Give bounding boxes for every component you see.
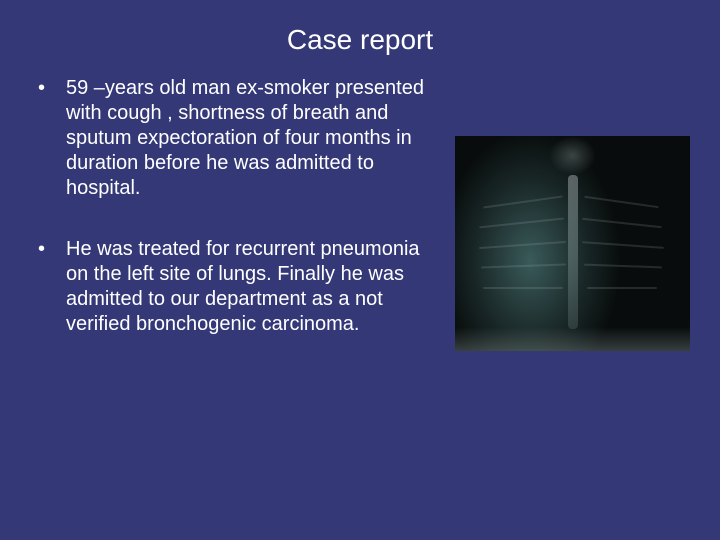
text-column: • 59 –years old man ex-smoker presented … [38,76,435,373]
slide-content: • 59 –years old man ex-smoker presented … [0,76,720,373]
bullet-marker: • [38,237,66,337]
bullet-text: 59 –years old man ex-smoker presented wi… [66,76,435,201]
slide-title: Case report [0,0,720,76]
chest-xray-image [455,136,690,351]
bullet-item: • 59 –years old man ex-smoker presented … [38,76,435,201]
image-column [455,76,690,373]
bullet-item: • He was treated for recurrent pneumonia… [38,237,435,337]
bullet-text: He was treated for recurrent pneumonia o… [66,237,435,337]
bullet-marker: • [38,76,66,201]
